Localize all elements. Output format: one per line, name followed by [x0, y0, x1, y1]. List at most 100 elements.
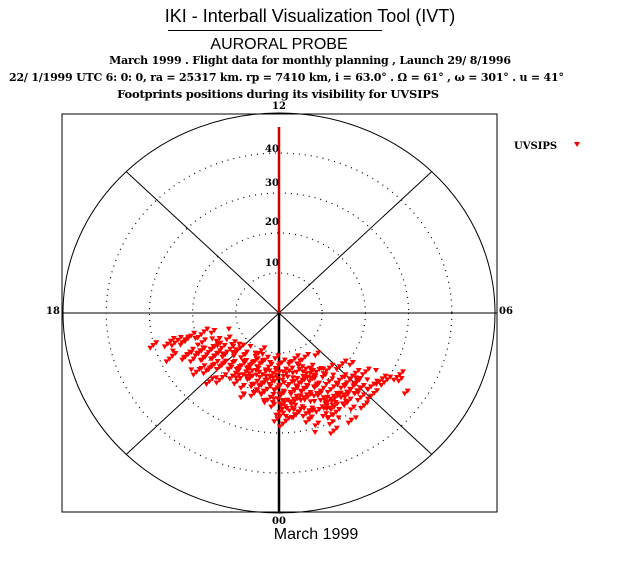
- data-point: [301, 386, 308, 392]
- data-point: [354, 398, 361, 403]
- data-point: [232, 370, 239, 376]
- data-point: [195, 350, 202, 356]
- data-point: [296, 367, 303, 372]
- data-point: [333, 367, 340, 372]
- data-point: [192, 336, 199, 341]
- data-point: [267, 394, 274, 400]
- data-point: [357, 376, 364, 381]
- data-point: [237, 345, 244, 351]
- data-point: [291, 412, 298, 418]
- data-point: [359, 372, 366, 378]
- data-point: [198, 332, 205, 338]
- data-point: [368, 393, 375, 399]
- data-point: [301, 397, 308, 403]
- data-point: [226, 334, 233, 340]
- data-point: [182, 354, 189, 360]
- data-point: [303, 366, 309, 372]
- data-point: [287, 400, 294, 405]
- data-point: [352, 415, 359, 421]
- data-point: [287, 360, 294, 365]
- data-point: [222, 358, 229, 364]
- data-point: [351, 391, 358, 396]
- data-point: [279, 398, 286, 404]
- data-point: [371, 381, 378, 387]
- data-point: [374, 388, 381, 394]
- data-point: [333, 409, 340, 415]
- data-point: [209, 362, 216, 368]
- data-point: [248, 384, 255, 390]
- data-point: [330, 384, 337, 390]
- data-point: [360, 383, 367, 388]
- data-point: [237, 355, 244, 361]
- data-point: [298, 389, 305, 395]
- data-point: [341, 384, 348, 389]
- data-point: [329, 402, 336, 408]
- data-point: [272, 368, 279, 373]
- data-point: [239, 372, 246, 378]
- diagonal-line-3: [125, 171, 280, 314]
- data-point: [355, 368, 362, 373]
- data-point: [264, 377, 271, 383]
- data-point: [257, 382, 264, 388]
- data-point: [339, 361, 346, 367]
- data-point: [365, 366, 372, 372]
- title-underline: [168, 30, 382, 31]
- data-point: [200, 371, 207, 377]
- data-point: [254, 388, 261, 394]
- data-point: [372, 368, 379, 373]
- radial-tick-30: 30: [265, 178, 279, 189]
- data-point: [352, 370, 359, 376]
- data-point: [396, 372, 403, 378]
- data-point: [230, 344, 237, 349]
- data-point: [347, 396, 354, 402]
- data-point: [286, 368, 293, 374]
- data-point: [326, 365, 333, 371]
- data-point: [170, 336, 177, 341]
- data-point: [287, 392, 294, 397]
- data-point: [382, 373, 389, 379]
- data-point: [364, 386, 371, 392]
- data-point: [188, 367, 195, 373]
- data-point: [378, 383, 385, 388]
- data-point: [327, 387, 334, 393]
- data-point: [153, 340, 160, 346]
- data-point: [213, 380, 220, 386]
- data-point: [168, 343, 175, 349]
- data-point: [226, 376, 233, 382]
- data-point: [333, 425, 340, 431]
- data-point: [314, 382, 321, 388]
- data-point: [349, 373, 356, 379]
- data-point: [280, 369, 287, 375]
- data-point: [262, 369, 269, 375]
- data-point: [219, 354, 226, 360]
- data-point: [332, 400, 339, 405]
- data-point: [194, 342, 201, 348]
- data-point: [315, 350, 322, 356]
- data-point: [310, 368, 317, 373]
- data-point: [361, 403, 368, 409]
- data-point: [166, 356, 173, 362]
- data-point: [276, 361, 283, 367]
- data-point: [348, 417, 355, 423]
- data-point: [237, 395, 244, 401]
- data-point: [358, 406, 365, 411]
- data-point: [351, 382, 358, 388]
- data-point: [306, 410, 313, 416]
- data-point: [336, 377, 343, 383]
- data-point: [395, 378, 402, 384]
- data-point: [269, 400, 276, 405]
- data-point: [277, 413, 284, 419]
- data-point: [347, 377, 354, 383]
- data-point: [164, 341, 171, 347]
- data-point: [345, 420, 352, 426]
- data-point: [280, 374, 287, 379]
- data-point: [236, 372, 243, 378]
- data-point: [317, 398, 324, 403]
- data-point: [330, 428, 337, 434]
- data-point: [346, 362, 353, 368]
- data-point: [329, 362, 336, 368]
- data-point: [336, 364, 343, 370]
- data-point: [274, 385, 281, 391]
- data-point: [226, 362, 233, 368]
- data-point: [208, 330, 215, 336]
